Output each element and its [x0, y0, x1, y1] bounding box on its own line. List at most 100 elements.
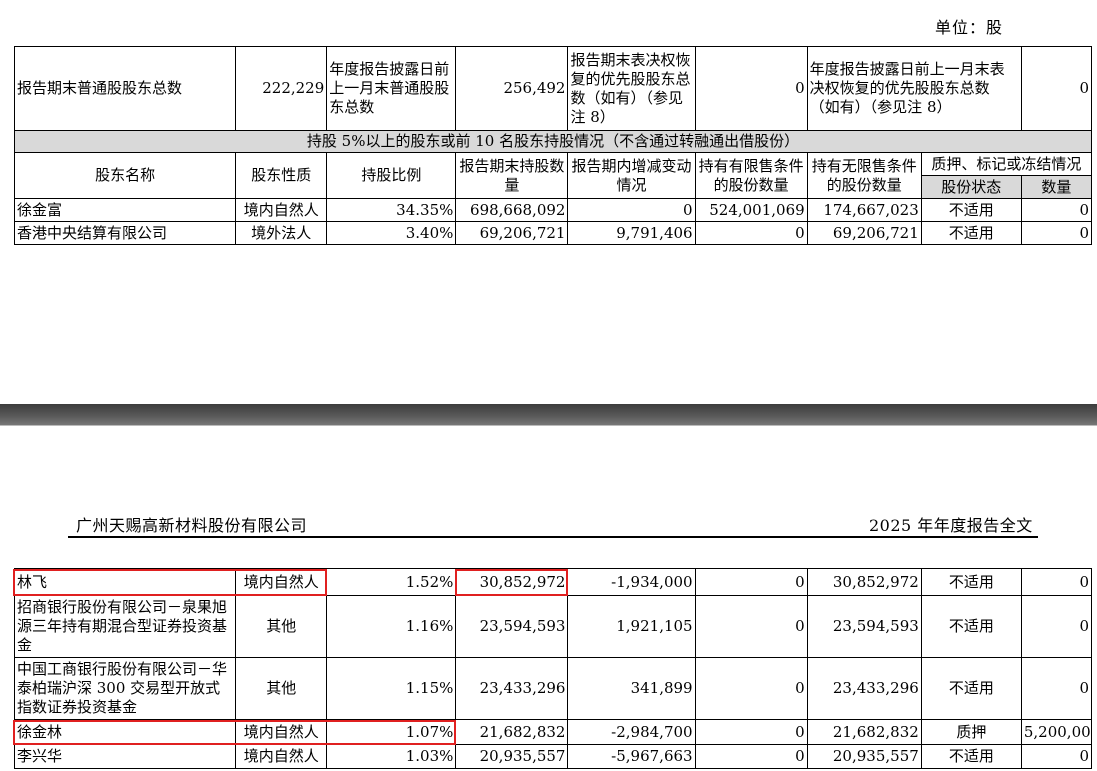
- company-name-header: 广州天赐高新材料股份有限公司: [76, 516, 308, 535]
- holder-ratio: 1.07%: [326, 719, 457, 745]
- holder-unrestricted: 174,667,023: [806, 198, 922, 222]
- holder-unrestricted: 30,852,972: [806, 568, 922, 596]
- highlight-box-linfei-holding: [455, 569, 568, 596]
- holder-change: -2,984,700: [567, 719, 696, 745]
- holder-restricted: 0: [694, 744, 808, 769]
- holder-pledge-qty: 5,200,000: [1020, 719, 1093, 745]
- column-header-row: 股东名称 股东性质 持股比例 报告期末持股数量 报告期内增减变动情况 持有有限售…: [13, 152, 1093, 199]
- holder-change: 0: [567, 198, 696, 222]
- holder-name: 李兴华: [13, 744, 237, 769]
- page-break-bar: [0, 404, 1097, 426]
- table-row: 林飞 境内自然人 1.52% 30,852,972 -1,934,000 0 3…: [13, 568, 1093, 596]
- holder-ratio: 1.16%: [326, 595, 457, 658]
- holder-pledge-qty: 0: [1020, 198, 1093, 222]
- holder-pledge-status: 不适用: [920, 198, 1022, 222]
- holder-unrestricted: 23,433,296: [806, 657, 922, 720]
- holder-pledge-qty: 0: [1020, 657, 1093, 720]
- unit-label: 单位：股: [935, 18, 1004, 37]
- holder-nature: 其他: [235, 657, 328, 720]
- holder-pledge-qty: 0: [1020, 595, 1093, 658]
- holder-pledge-status: 不适用: [920, 595, 1022, 658]
- report-title-header: 2025 年年度报告全文: [869, 516, 1033, 535]
- col-header-name: 股东名称: [13, 152, 237, 199]
- holder-ratio: 34.35%: [326, 198, 457, 222]
- holder-unrestricted: 20,935,557: [806, 744, 922, 769]
- col-header-nature: 股东性质: [235, 152, 328, 199]
- holder-ratio: 1.52%: [326, 568, 457, 596]
- section-title: 持股 5%以上的股东或前 10 名股东持股情况（不含通过转融通出借股份）: [14, 130, 1092, 153]
- col-header-ratio: 持股比例: [326, 152, 457, 199]
- holder-pledge-status: 不适用: [920, 221, 1022, 245]
- holder-pledge-status: 不适用: [920, 568, 1022, 596]
- holder-pledge-qty: 0: [1020, 568, 1093, 596]
- holder-unrestricted: 69,206,721: [806, 221, 922, 245]
- holder-change: 1,921,105: [567, 595, 696, 658]
- holder-nature: 境外法人: [235, 221, 328, 245]
- holder-shares-end: 20,935,557: [455, 744, 569, 769]
- prev-month-holders-value: 256,492: [455, 46, 569, 131]
- col-header-pledge-group: 质押、标记或冻结情况: [920, 152, 1093, 176]
- col-header-shares-end: 报告期末持股数量: [455, 152, 569, 199]
- table-row: 中国工商银行股份有限公司－华泰柏瑞沪深 300 交易型开放式指数证券投资基金 其…: [13, 657, 1093, 720]
- holder-restricted: 0: [694, 657, 808, 720]
- holder-ratio: 1.15%: [326, 657, 457, 720]
- shareholder-table-continued: 林飞 境内自然人 1.52% 30,852,972 -1,934,000 0 3…: [13, 568, 1093, 769]
- holder-unrestricted: 23,594,593: [806, 595, 922, 658]
- holder-ratio: 3.40%: [326, 221, 457, 245]
- holder-shares-end: 69,206,721: [455, 221, 569, 245]
- col-header-unrestricted: 持有无限售条件的股份数量: [806, 152, 922, 199]
- prev-month-holders-label: 年度报告披露日前上一月末普通股股东总数: [326, 46, 457, 131]
- holder-restricted: 524,001,069: [694, 198, 808, 222]
- holder-nature: 境内自然人: [235, 568, 328, 596]
- holder-change: -5,967,663: [567, 744, 696, 769]
- table-row: 徐金富 境内自然人 34.35% 698,668,092 0 524,001,0…: [13, 198, 1093, 222]
- highlight-box-xujinlin-row: [13, 720, 456, 745]
- total-holders-value: 222,229: [235, 46, 328, 131]
- holder-restricted: 0: [694, 568, 808, 596]
- holder-restricted: 0: [694, 221, 808, 245]
- column-subheader-row: 股份状态 数量: [15, 175, 1093, 199]
- holder-shares-end: 21,682,832: [455, 719, 569, 745]
- table-row: 香港中央结算有限公司 境外法人 3.40% 69,206,721 9,791,4…: [13, 221, 1093, 245]
- holder-nature: 境内自然人: [235, 744, 328, 769]
- holder-change: 341,899: [567, 657, 696, 720]
- col-header-change: 报告期内增减变动情况: [567, 152, 696, 199]
- pref-prev-holders-value: 0: [1020, 46, 1093, 131]
- summary-row: 报告期末普通股股东总数 222,229 年度报告披露日前上一月末普通股股东总数 …: [13, 46, 1093, 131]
- holder-restricted: 0: [694, 595, 808, 658]
- header-rule: [68, 536, 1038, 538]
- table-row: 徐金林 境内自然人 1.07% 21,682,832 -2,984,700 0 …: [13, 719, 1093, 745]
- holder-nature: 其他: [235, 595, 328, 658]
- col-header-pledge-status: 股份状态: [920, 175, 1022, 199]
- holder-shares-end: 23,594,593: [455, 595, 569, 658]
- holder-name: 徐金富: [13, 198, 237, 222]
- holder-shares-end: 23,433,296: [455, 657, 569, 720]
- holder-change: 9,791,406: [567, 221, 696, 245]
- holder-nature: 境内自然人: [235, 198, 328, 222]
- holder-ratio: 1.03%: [326, 744, 457, 769]
- pref-holders-label: 报告期末表决权恢复的优先股股东总数（如有）（参见注 8）: [567, 46, 696, 131]
- holder-pledge-status: 不适用: [920, 744, 1022, 769]
- table-row: 招商银行股份有限公司－泉果旭源三年持有期混合型证券投资基金 其他 1.16% 2…: [13, 595, 1093, 658]
- page-break-line: [0, 425, 1097, 426]
- col-header-restricted: 持有有限售条件的股份数量: [694, 152, 808, 199]
- holder-shares-end: 698,668,092: [455, 198, 569, 222]
- table-row: 李兴华 境内自然人 1.03% 20,935,557 -5,967,663 0 …: [13, 744, 1093, 769]
- holder-restricted: 0: [694, 719, 808, 745]
- col-header-pledge-qty: 数量: [1020, 175, 1093, 199]
- holder-pledge-status: 不适用: [920, 657, 1022, 720]
- holder-change: -1,934,000: [567, 568, 696, 596]
- highlight-box-linfei-name: [13, 569, 327, 596]
- total-holders-label: 报告期末普通股股东总数: [13, 46, 237, 131]
- holder-pledge-qty: 0: [1020, 221, 1093, 245]
- holder-pledge-qty: 0: [1020, 744, 1093, 769]
- holder-name: 中国工商银行股份有限公司－华泰柏瑞沪深 300 交易型开放式指数证券投资基金: [13, 657, 237, 720]
- shareholder-table-top: 报告期末普通股股东总数 222,229 年度报告披露日前上一月末普通股股东总数 …: [13, 46, 1093, 245]
- holder-name: 招商银行股份有限公司－泉果旭源三年持有期混合型证券投资基金: [13, 595, 237, 658]
- section-title-row: 持股 5%以上的股东或前 10 名股东持股情况（不含通过转融通出借股份）: [14, 130, 1092, 153]
- holder-unrestricted: 21,682,832: [806, 719, 922, 745]
- pref-holders-value: 0: [694, 46, 808, 131]
- holder-pledge-status: 质押: [920, 719, 1022, 745]
- holder-name: 香港中央结算有限公司: [13, 221, 237, 245]
- pref-prev-holders-label: 年度报告披露日前上一月末表决权恢复的优先股股东总数（如有）（参见注 8）: [806, 46, 1022, 131]
